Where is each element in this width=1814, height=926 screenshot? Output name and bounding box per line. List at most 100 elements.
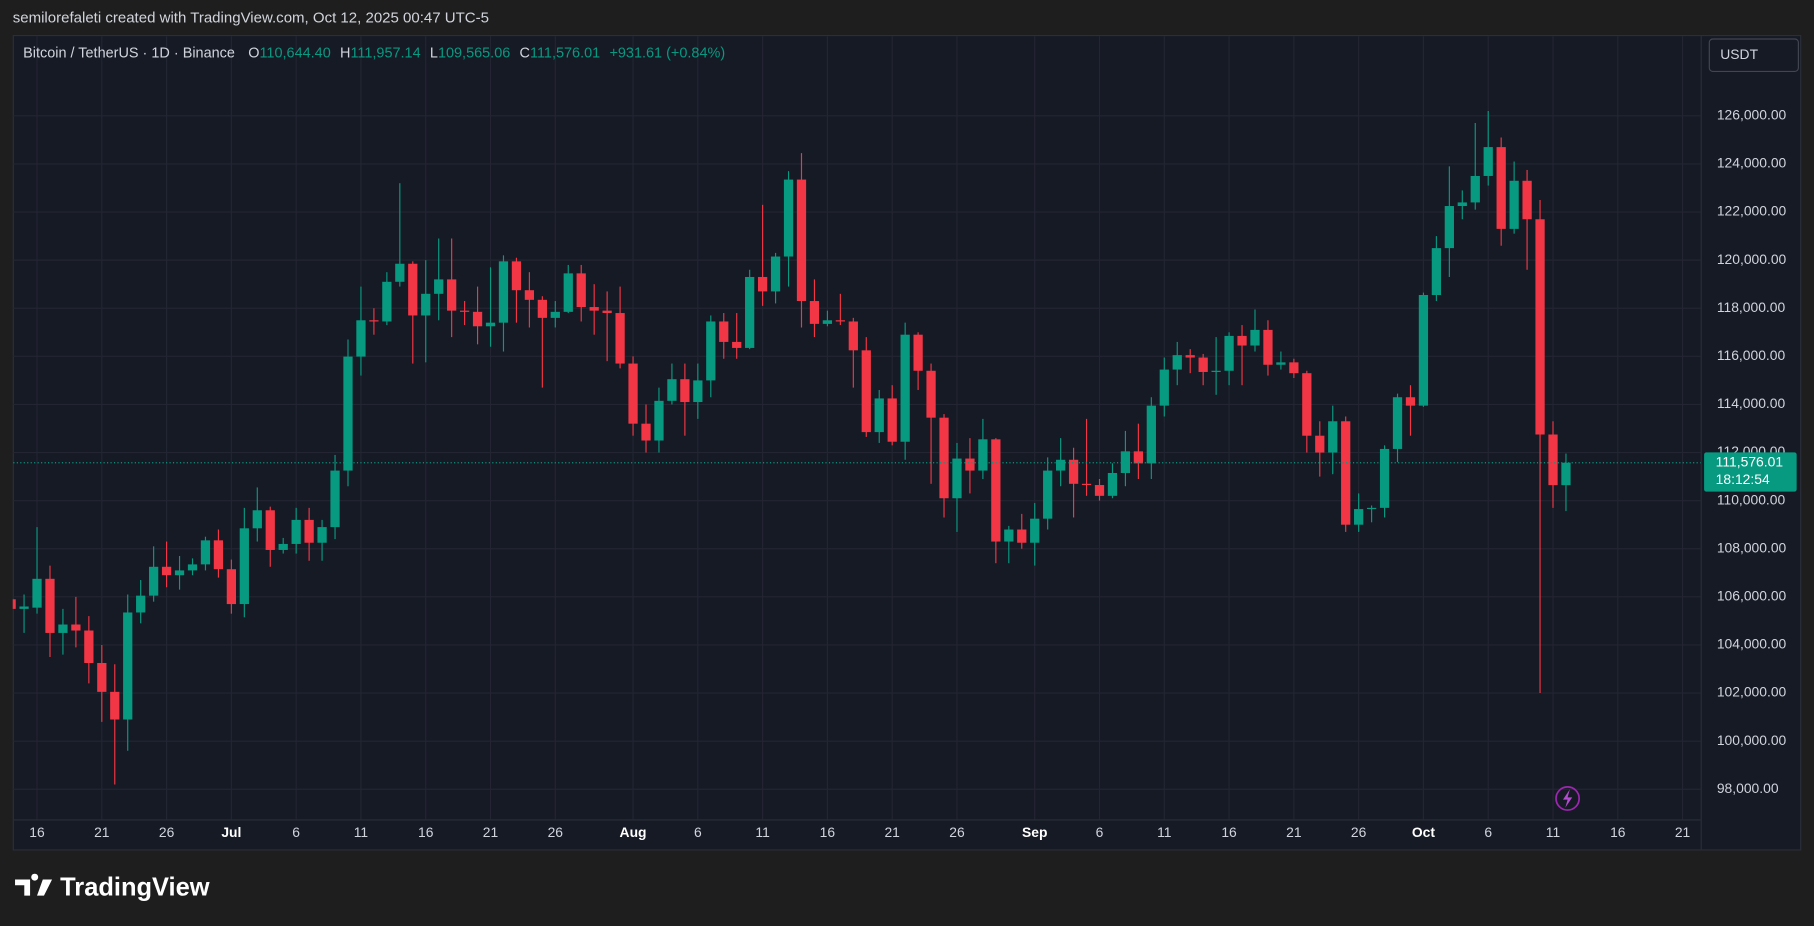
- candle-body: [1444, 206, 1454, 249]
- candle-body: [1561, 462, 1571, 486]
- candle-body: [1043, 470, 1053, 519]
- x-tick-label: 11: [354, 824, 369, 840]
- candle-body: [1392, 397, 1403, 449]
- ohlc-value: 111,576.01: [530, 45, 600, 61]
- x-tick-label: 11: [1157, 824, 1172, 840]
- candle-body: [1379, 448, 1390, 508]
- candle-body: [576, 273, 586, 308]
- candle-body: [1081, 483, 1092, 486]
- x-tick-label: Oct: [1412, 824, 1436, 840]
- y-tick-label: 122,000.00: [1717, 203, 1787, 219]
- x-tick-label: 6: [292, 824, 300, 840]
- candle-body: [1354, 509, 1364, 525]
- candle-body: [58, 624, 68, 633]
- candle-body: [265, 510, 275, 550]
- x-tick-label: Jul: [221, 824, 241, 840]
- candle-body: [628, 363, 638, 424]
- x-tick-label: 6: [1096, 824, 1104, 840]
- y-tick-label: 118,000.00: [1717, 299, 1786, 315]
- candle-body: [343, 356, 353, 471]
- x-tick-label: Sep: [1022, 824, 1047, 840]
- candle-body: [1405, 397, 1416, 406]
- candle-body: [887, 398, 897, 442]
- candle-body: [641, 423, 651, 441]
- candle-body: [1185, 355, 1195, 358]
- countdown: 18:12:54: [1716, 471, 1770, 487]
- y-tick-label: 120,000.00: [1717, 251, 1787, 267]
- candle-body: [874, 398, 884, 433]
- candle-body: [1133, 451, 1144, 464]
- y-tick-label: 114,000.00: [1717, 395, 1786, 411]
- x-tick-label: 26: [548, 824, 564, 840]
- candle-body: [706, 321, 716, 381]
- candle-body: [783, 179, 794, 257]
- candle-body: [757, 276, 768, 292]
- candle-body: [200, 540, 211, 565]
- candle-body: [382, 281, 392, 322]
- candle-body: [732, 341, 742, 348]
- candle-body: [511, 261, 522, 291]
- x-tick-label: 16: [820, 824, 836, 840]
- y-tick-label: 106,000.00: [1717, 588, 1787, 604]
- candle-body: [291, 519, 301, 544]
- ohlc-value: 109,565.06: [438, 45, 510, 61]
- x-tick-label: 11: [1546, 824, 1561, 840]
- last-price-label: 111,576.01: [1716, 453, 1784, 469]
- candle-body: [1328, 421, 1338, 453]
- candle-body: [913, 334, 923, 371]
- candle-body: [589, 307, 599, 311]
- candle-body: [174, 570, 185, 576]
- candle-body: [1120, 451, 1131, 473]
- candle-body: [926, 370, 936, 418]
- candle-body: [1431, 248, 1442, 296]
- candle-body: [459, 310, 470, 312]
- ohlc-value: 111,957.14: [350, 45, 420, 61]
- candle-body: [965, 458, 975, 471]
- x-tick-label: 6: [694, 824, 702, 840]
- x-tick-label: 21: [1675, 824, 1691, 840]
- candle-body: [97, 662, 107, 692]
- alert-icon[interactable]: [1555, 786, 1581, 811]
- candle-body: [317, 527, 327, 543]
- ohlc-value: 110,644.40: [259, 45, 330, 61]
- candle-body: [485, 322, 496, 327]
- candle-body: [1159, 369, 1169, 406]
- candle-body: [537, 299, 547, 318]
- candle-body: [1211, 370, 1221, 372]
- currency-button[interactable]: [1708, 38, 1799, 72]
- candle-body: [900, 334, 910, 442]
- y-tick-label: 108,000.00: [1717, 539, 1787, 555]
- candle-body: [226, 569, 237, 605]
- candle-body: [395, 263, 405, 282]
- logo-mark: [15, 873, 53, 896]
- candle-body: [1004, 529, 1014, 542]
- x-tick-label: 21: [1286, 824, 1302, 840]
- change: +931.61 (+0.84%): [609, 45, 725, 61]
- candle-body: [848, 321, 858, 351]
- candle-body: [1483, 147, 1493, 176]
- candle-body: [745, 276, 755, 348]
- candle-body: [123, 612, 133, 720]
- y-tick-label: 126,000.00: [1717, 107, 1787, 123]
- ohlc-key: L: [430, 45, 438, 61]
- candle-body: [822, 320, 833, 324]
- candle-body: [952, 458, 962, 499]
- candle-body: [524, 290, 535, 300]
- x-tick-label: 26: [159, 824, 175, 840]
- candle-body: [1522, 180, 1532, 220]
- ohlc-key: H: [340, 45, 350, 61]
- symbol: Bitcoin / TetherUS · 1D · Binance: [23, 45, 235, 61]
- candle-body: [1198, 357, 1208, 372]
- candle-body: [161, 566, 172, 576]
- candle-body: [693, 380, 703, 403]
- currency[interactable]: USDT: [1720, 46, 1758, 62]
- candle-body: [187, 564, 198, 571]
- x-tick-label: 11: [755, 824, 770, 840]
- candle-body: [1418, 295, 1429, 406]
- x-tick-label: 21: [884, 824, 900, 840]
- x-tick-label: 16: [418, 824, 434, 840]
- x-tick-label: 16: [1610, 824, 1626, 840]
- x-tick-label: 26: [1351, 824, 1367, 840]
- candle-body: [1289, 362, 1299, 374]
